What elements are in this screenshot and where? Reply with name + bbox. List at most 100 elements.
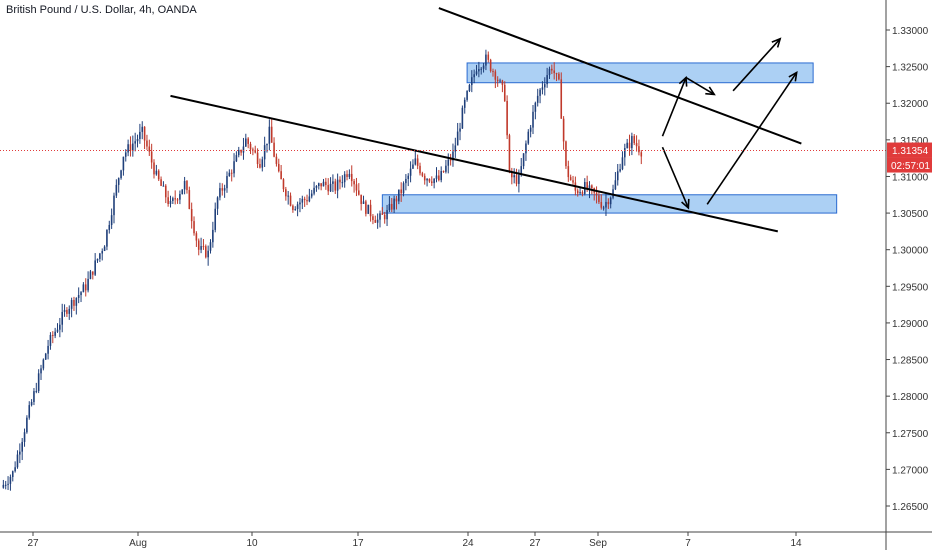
candle-body	[553, 70, 555, 74]
candle-body	[42, 359, 45, 369]
candle-body	[197, 240, 200, 250]
candle-body	[332, 181, 334, 184]
candle-body	[598, 195, 600, 203]
projection-arrow[interactable]	[685, 76, 715, 96]
candle-body	[525, 143, 527, 154]
price-tick-label: 1.28000	[892, 392, 929, 403]
candle-body	[148, 146, 151, 152]
candle-body	[207, 250, 209, 258]
candle-body	[176, 199, 179, 201]
candle-body	[633, 136, 636, 144]
candle-body	[9, 477, 12, 484]
candle-body	[536, 95, 539, 103]
trend-line[interactable]	[170, 94, 779, 233]
candle-body	[315, 185, 318, 188]
candle-body	[172, 198, 174, 201]
candle-body	[106, 229, 108, 247]
time-tick-label: 27	[27, 538, 39, 549]
candle-body	[303, 198, 306, 201]
candle-body	[532, 111, 534, 128]
time-tick-label: 24	[462, 538, 474, 549]
symbol-title: British Pound / U.S. Dollar, 4h, OANDA	[6, 4, 197, 16]
projection-arrow[interactable]	[661, 77, 687, 137]
candle-body	[405, 178, 407, 184]
candle-body	[640, 152, 643, 157]
candle-body	[70, 300, 73, 309]
candle-body	[376, 219, 379, 223]
time-tick-label: 27	[529, 538, 541, 549]
candle-body	[157, 170, 160, 180]
candle-body	[607, 201, 610, 205]
candle-body	[459, 128, 461, 132]
candle-body	[336, 179, 339, 191]
candle-body	[551, 68, 553, 71]
candle-body	[30, 402, 33, 406]
candle-body	[569, 177, 572, 181]
candle-body	[47, 345, 49, 354]
candle-body	[358, 190, 360, 195]
candle-body	[350, 173, 353, 182]
candle-body	[19, 451, 21, 455]
price-axis[interactable]: 1.33000 1.32500 1.32000 1.31500 1.31000 1.305…	[885, 0, 932, 550]
candle-body	[529, 127, 532, 132]
candle-body	[120, 170, 122, 179]
candle-body	[285, 189, 287, 197]
candle-body	[614, 180, 617, 190]
candle-body	[605, 201, 607, 208]
candle-body	[442, 171, 445, 173]
candle-body	[383, 214, 386, 220]
candle-body	[80, 292, 82, 296]
candle-body	[515, 175, 518, 184]
candle-body	[386, 210, 388, 220]
current-price-label: 1.31354	[892, 146, 929, 157]
candle-body	[35, 391, 38, 393]
arrow-head	[681, 198, 690, 210]
candle-body	[193, 221, 195, 234]
projection-arrow[interactable]	[732, 38, 781, 92]
candle-body	[430, 181, 433, 184]
candle-body	[626, 142, 628, 149]
time-axis[interactable]: 27 Aug 10 17 24 27 Sep 7 14	[0, 531, 932, 549]
support-resistance-zone[interactable]	[466, 62, 814, 84]
candle-body	[108, 224, 111, 230]
candle-body	[461, 107, 464, 129]
support-resistance-zone[interactable]	[381, 194, 838, 214]
candle-body	[160, 179, 162, 186]
candle-body	[395, 198, 398, 202]
candle-body	[419, 165, 421, 174]
projection-arrow[interactable]	[706, 72, 798, 205]
candle-body	[482, 65, 485, 69]
candle-body	[398, 189, 400, 202]
candle-body	[49, 334, 52, 346]
candle-body	[543, 84, 546, 88]
time-tick-label: 14	[790, 538, 802, 549]
candle-body	[63, 309, 66, 312]
candle-body	[327, 185, 330, 192]
candle-body	[252, 149, 254, 151]
candle-body	[4, 484, 7, 486]
candle-body	[513, 175, 515, 178]
current-price-badge	[887, 142, 932, 158]
candle-body	[539, 89, 541, 96]
candle-body	[565, 141, 567, 167]
candle-body	[334, 181, 337, 191]
time-tick-label: Aug	[129, 538, 147, 549]
candle-body	[127, 144, 129, 153]
trend-line[interactable]	[438, 7, 802, 145]
price-tick-label: 1.27000	[892, 465, 929, 476]
candle-body	[317, 183, 320, 186]
candle-body	[277, 163, 280, 172]
candle-body	[40, 368, 42, 374]
arrow-head	[788, 70, 798, 82]
price-tick-label: 1.30000	[892, 246, 929, 257]
candle-body	[343, 174, 346, 183]
candle-body	[346, 174, 348, 177]
projection-arrow[interactable]	[661, 146, 690, 209]
candle-body	[287, 195, 289, 197]
candle-body	[487, 54, 490, 60]
candle-body	[2, 484, 5, 488]
candle-body	[595, 192, 598, 196]
candle-body	[372, 216, 374, 220]
